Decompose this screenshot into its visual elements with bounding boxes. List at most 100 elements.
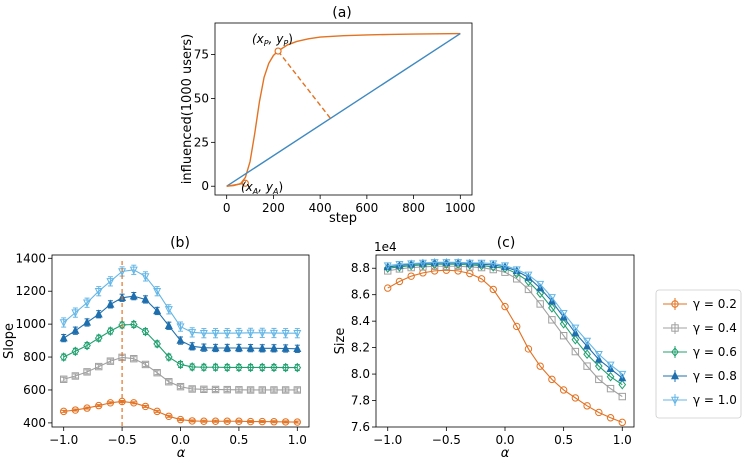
panel-b-xtick-label-2: 0.0 bbox=[171, 433, 190, 447]
panel-a-ytick-label-2: 50 bbox=[194, 91, 209, 105]
panel-a-perpendicular-line bbox=[277, 50, 332, 120]
panel-b-point-2-3 bbox=[94, 333, 103, 343]
legend-swatch-marker-2 bbox=[671, 347, 679, 357]
panel-b-point-1-0 bbox=[59, 375, 68, 383]
panel-c-point-4-11 bbox=[512, 266, 521, 275]
panel-b-point-0-0 bbox=[59, 407, 68, 416]
panel-c-point-2-15 bbox=[559, 318, 568, 329]
panel-b-ytick-label-4: 1200 bbox=[15, 284, 46, 298]
panel-b-xtick-label-0: −1.0 bbox=[49, 433, 78, 447]
panel-c-point-0-16 bbox=[571, 394, 580, 402]
panel-b-point-0-14 bbox=[223, 417, 231, 425]
panel-c-marks bbox=[383, 258, 627, 427]
panel-c-xtick-label-1: −0.5 bbox=[432, 433, 461, 447]
legend-swatch-marker-1 bbox=[671, 324, 679, 332]
panel-c-point-4-3 bbox=[418, 259, 427, 268]
panel-b-point-3-16 bbox=[246, 343, 255, 352]
panel-c-point-4-16 bbox=[571, 324, 580, 333]
panel-b-point-3-10 bbox=[176, 335, 185, 344]
panel-c-point-0-1 bbox=[395, 277, 404, 286]
panel-b-point-2-8 bbox=[153, 339, 161, 349]
panel-b-point-1-8 bbox=[153, 368, 161, 377]
panel-c-point-1-17 bbox=[583, 362, 591, 370]
panel-c-series-line-1 bbox=[387, 265, 623, 398]
panel-b-point-3-14 bbox=[223, 343, 232, 352]
panel-b-point-0-8 bbox=[153, 407, 161, 416]
panel-c-point-2-20 bbox=[618, 379, 627, 390]
panel-c-point-4-17 bbox=[583, 337, 592, 346]
legend-entry-3: γ = 0.8 bbox=[663, 369, 737, 383]
panel-b-point-0-18 bbox=[270, 418, 278, 426]
panel-b-point-2-5 bbox=[118, 320, 126, 330]
panel-c-point-0-2 bbox=[407, 272, 415, 280]
panel-a-xtick-label-3: 600 bbox=[355, 201, 378, 215]
panel-b-point-3-19 bbox=[281, 343, 290, 352]
panel-b-point-4-15 bbox=[234, 329, 243, 338]
panel-c-point-4-13 bbox=[536, 280, 545, 289]
panel-c-point-4-1 bbox=[395, 261, 404, 270]
legend: γ = 0.2 γ = 0.4 γ = 0.6 γ = 0.8 γ = 1.0 bbox=[655, 289, 742, 419]
panel-c-point-1-16 bbox=[571, 347, 580, 356]
panel-b-ytick-label-1: 600 bbox=[23, 383, 46, 397]
panel-b-point-4-12 bbox=[199, 329, 208, 338]
legend-entry-4: γ = 1.0 bbox=[663, 393, 737, 407]
panel-c-point-2-17 bbox=[583, 349, 591, 360]
panel-c-point-1-13 bbox=[536, 300, 544, 308]
panel-b-point-0-17 bbox=[258, 417, 266, 426]
panel-b-point-4-16 bbox=[246, 329, 255, 338]
panel-c-point-4-20 bbox=[618, 370, 627, 379]
panel-b-point-1-2 bbox=[83, 368, 91, 376]
panel-b-point-4-7 bbox=[141, 273, 150, 282]
panel-c-point-0-13 bbox=[536, 362, 544, 370]
panel-b-point-0-12 bbox=[200, 417, 208, 425]
panel-b-point-1-10 bbox=[176, 382, 185, 391]
panel-c-series-line-0 bbox=[387, 269, 623, 423]
legend-entry-2: γ = 0.6 bbox=[663, 345, 737, 359]
panel-b-ytick-label-3: 1000 bbox=[15, 317, 46, 331]
panel-c-point-1-15 bbox=[559, 332, 568, 340]
panel-b-point-1-6 bbox=[130, 354, 138, 363]
panel-a-series-diagonal bbox=[226, 32, 461, 187]
panel-b-point-4-8 bbox=[153, 288, 162, 297]
legend-swatch-marker-0 bbox=[671, 300, 679, 308]
panel-b-point-2-14 bbox=[223, 362, 232, 373]
panel-c-xtick-label-2: 0.0 bbox=[495, 433, 514, 447]
panel-b-point-4-0 bbox=[59, 319, 68, 328]
panel-b-point-2-16 bbox=[246, 362, 255, 373]
panel-b-point-4-10 bbox=[176, 323, 185, 332]
panel-c-point-1-20 bbox=[618, 392, 626, 401]
panel-c-xtick-label-0: −1.0 bbox=[373, 433, 402, 447]
panel-c-point-1-19 bbox=[606, 384, 615, 393]
panel-c-point-4-6 bbox=[454, 259, 463, 268]
legend-swatch-marker-3 bbox=[670, 371, 680, 380]
panel-c-point-0-19 bbox=[606, 414, 615, 422]
panel-b-series-2 bbox=[59, 319, 302, 373]
panel-c-point-0-9 bbox=[489, 285, 497, 294]
panel-b-point-1-4 bbox=[106, 357, 115, 365]
panel-c-ytick-label-6: 8.8 bbox=[351, 261, 370, 275]
panel-c-series-line-3 bbox=[387, 262, 623, 379]
panel-b-point-4-2 bbox=[83, 299, 92, 308]
legend-label-2: γ = 0.6 bbox=[693, 345, 737, 359]
panel-b-point-3-1 bbox=[71, 325, 80, 334]
panel-b-point-3-4 bbox=[106, 299, 115, 308]
panel-b-point-2-7 bbox=[141, 326, 150, 337]
panel-b-series-3 bbox=[59, 291, 302, 353]
panel-c-ytick-label-5: 8.6 bbox=[351, 288, 370, 302]
panel-b-point-0-16 bbox=[246, 417, 255, 426]
panel-b-point-4-19 bbox=[281, 329, 290, 338]
panel-c-point-4-18 bbox=[594, 351, 603, 360]
panel-c-ytick-label-4: 8.4 bbox=[351, 314, 370, 328]
panel-b-xtick-label-3: 0.5 bbox=[229, 433, 248, 447]
panel-c-point-2-18 bbox=[594, 361, 603, 371]
panel-b-ytick-label-2: 800 bbox=[23, 350, 46, 364]
panel-c-point-4-7 bbox=[465, 259, 474, 268]
panel-b-point-4-11 bbox=[188, 329, 197, 338]
panel-a-frame bbox=[214, 22, 473, 196]
panel-b-point-2-11 bbox=[188, 362, 197, 372]
panel-b-point-4-17 bbox=[258, 329, 267, 338]
legend-label-0: γ = 0.2 bbox=[693, 297, 737, 311]
panel-b-point-1-7 bbox=[141, 360, 150, 369]
panel-b-point-4-3 bbox=[94, 288, 103, 297]
